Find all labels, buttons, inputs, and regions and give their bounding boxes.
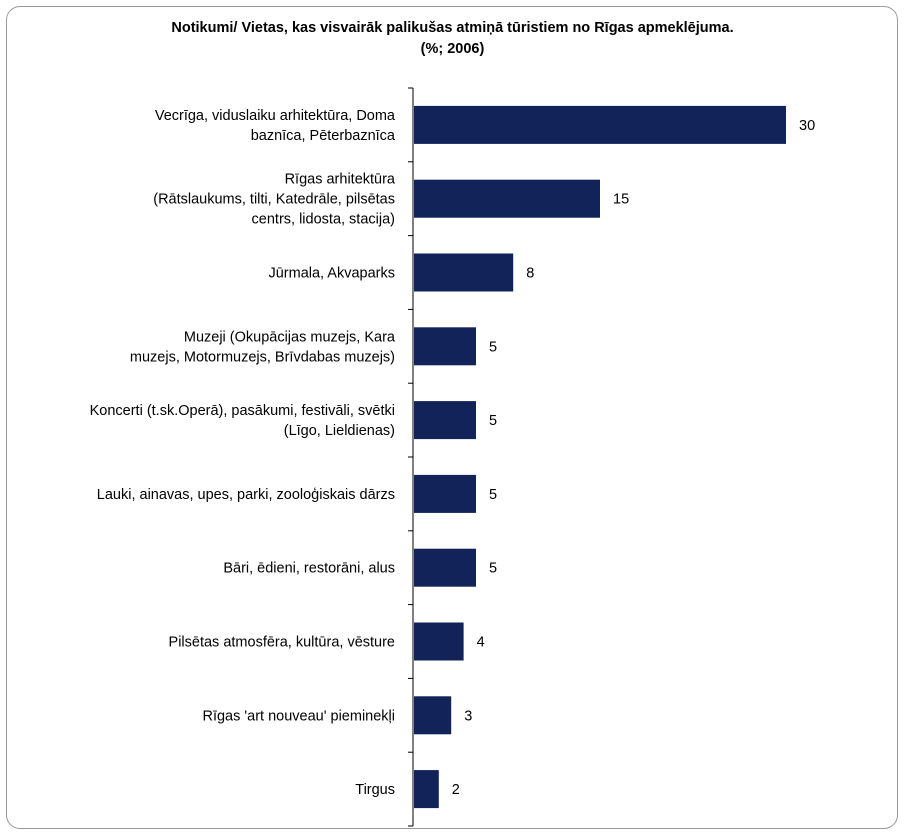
bar — [414, 253, 514, 292]
category-labels-layer: Vecrīga, viduslaiku arhitektūra, Doma baz… — [90, 108, 396, 798]
bar — [414, 105, 786, 144]
bar — [414, 696, 452, 735]
bar — [414, 548, 476, 587]
bars-layer — [414, 105, 786, 809]
value-labels-layer: 30 15 8 5 5 5 5 4 3 2 — [452, 118, 815, 798]
chart-title: Notikumi/ Vietas, kas visvairāk palikuša… — [171, 20, 734, 36]
value-label: 8 — [526, 266, 534, 282]
value-label: 5 — [489, 487, 497, 503]
category-label: Jūrmala, Akvaparks — [268, 266, 395, 282]
bar — [414, 770, 439, 809]
category-label: Vecrīga, viduslaiku arhitektūra, Doma baz… — [155, 108, 396, 144]
bar — [414, 327, 476, 366]
value-label: 30 — [799, 118, 815, 134]
bar — [414, 474, 476, 513]
axis-layer — [408, 87, 414, 827]
bar — [414, 401, 476, 440]
chart-title-block: Notikumi/ Vietas, kas visvairāk palikuša… — [0, 18, 905, 60]
category-label: Rīgas arhitektūra (Rātslaukums, tilti, Ka… — [153, 172, 396, 228]
bar — [414, 179, 600, 218]
value-label: 5 — [489, 413, 497, 429]
value-label: 5 — [489, 561, 497, 577]
category-label: Muzeji (Okupācijas muzejs, Kara muzejs, M… — [130, 329, 396, 365]
bar — [414, 622, 464, 661]
category-label: Pilsētas atmosfēra, kultūra, vēsture — [169, 635, 395, 651]
category-label: Tirgus — [355, 782, 395, 798]
category-label: Lauki, ainavas, upes, parki, zooloģiskai… — [97, 487, 395, 503]
value-label: 4 — [477, 635, 485, 651]
value-label: 15 — [613, 192, 629, 208]
category-label: Bāri, ēdieni, restorāni, alus — [223, 561, 395, 577]
value-label: 3 — [464, 708, 472, 724]
value-label: 5 — [489, 339, 497, 355]
value-label: 2 — [452, 782, 460, 798]
category-label: Koncerti (t.sk.Operā), pasākumi, festivā… — [90, 403, 395, 439]
chart-subtitle: (%; 2006) — [420, 41, 485, 57]
category-label: Rīgas 'art nouveau' pieminekļi — [202, 708, 395, 724]
